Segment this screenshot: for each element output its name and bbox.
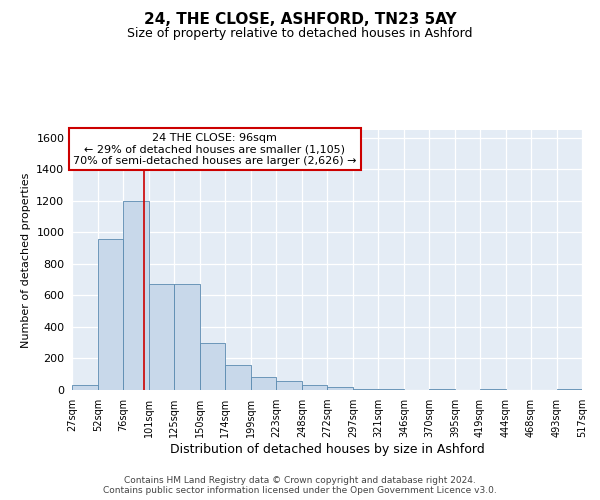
- Bar: [72, 386, 98, 390]
- Text: 24 THE CLOSE: 96sqm
← 29% of detached houses are smaller (1,105)
70% of semi-det: 24 THE CLOSE: 96sqm ← 29% of detached ho…: [73, 132, 356, 166]
- Bar: [174, 284, 200, 390]
- Text: Size of property relative to detached houses in Ashford: Size of property relative to detached ho…: [127, 28, 473, 40]
- Bar: [378, 388, 404, 390]
- Bar: [98, 238, 123, 390]
- Bar: [225, 365, 251, 390]
- Bar: [327, 387, 353, 390]
- Text: 24, THE CLOSE, ASHFORD, TN23 5AY: 24, THE CLOSE, ASHFORD, TN23 5AY: [143, 12, 457, 28]
- Bar: [353, 389, 378, 390]
- X-axis label: Distribution of detached houses by size in Ashford: Distribution of detached houses by size …: [170, 442, 484, 456]
- Bar: [149, 284, 174, 390]
- Bar: [276, 382, 302, 390]
- Bar: [429, 388, 455, 390]
- Text: Contains HM Land Registry data © Crown copyright and database right 2024.
Contai: Contains HM Land Registry data © Crown c…: [103, 476, 497, 495]
- Bar: [123, 201, 149, 390]
- Bar: [557, 388, 582, 390]
- Bar: [302, 386, 327, 390]
- Y-axis label: Number of detached properties: Number of detached properties: [20, 172, 31, 348]
- Bar: [480, 388, 506, 390]
- Bar: [200, 342, 225, 390]
- Bar: [251, 378, 276, 390]
